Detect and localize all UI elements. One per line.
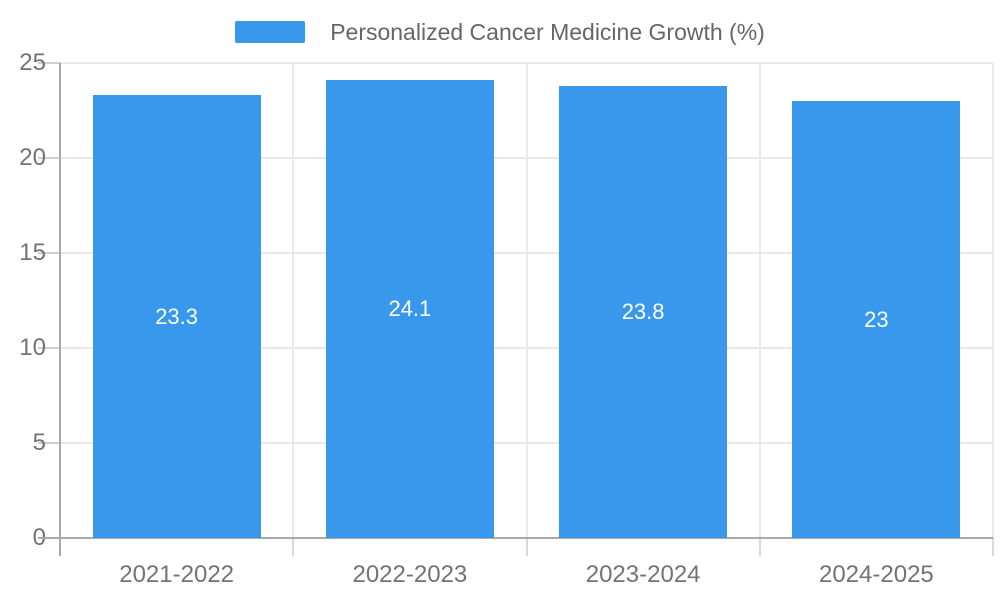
y-axis-tick bbox=[38, 442, 60, 444]
y-tick-label: 15 bbox=[19, 239, 46, 266]
y-tick-label: 20 bbox=[19, 144, 46, 171]
y-axis-line bbox=[59, 63, 61, 556]
x-axis-line bbox=[38, 537, 993, 539]
x-axis-tick bbox=[758, 538, 761, 556]
bar-value-label: 24.1 bbox=[388, 296, 432, 322]
bar-value-label: 23 bbox=[864, 306, 889, 332]
y-axis-tick bbox=[38, 157, 60, 159]
bar-value-label: 23.3 bbox=[155, 303, 199, 329]
bar[interactable] bbox=[92, 95, 261, 538]
gridline-vertical bbox=[992, 63, 994, 538]
y-axis-tick bbox=[38, 347, 60, 349]
bar[interactable] bbox=[792, 101, 961, 538]
x-category-label: 2024-2025 bbox=[818, 561, 934, 588]
bar-value-label: 23.8 bbox=[621, 298, 665, 324]
x-category-label: 2021-2022 bbox=[119, 561, 235, 588]
legend-swatch bbox=[235, 21, 306, 43]
gridline-vertical bbox=[292, 63, 295, 538]
gridline-vertical bbox=[758, 63, 761, 538]
legend-series-label: Personalized Cancer Medicine Growth (%) bbox=[330, 19, 765, 45]
y-axis-tick bbox=[38, 252, 60, 254]
bar[interactable] bbox=[559, 85, 728, 538]
x-category-label: 2023-2024 bbox=[585, 561, 701, 588]
x-axis-tick bbox=[525, 538, 528, 556]
y-tick-label: 10 bbox=[19, 334, 46, 361]
gridline-vertical bbox=[525, 63, 528, 538]
y-axis-tick bbox=[38, 62, 60, 64]
x-axis-tick bbox=[992, 538, 994, 556]
bar[interactable] bbox=[325, 80, 494, 538]
y-tick-label: 25 bbox=[19, 49, 46, 76]
x-category-label: 2022-2023 bbox=[352, 561, 468, 588]
y-tick-label: 5 bbox=[32, 429, 46, 456]
chart-legend[interactable]: Personalized Cancer Medicine Growth (%) bbox=[0, 20, 1000, 44]
x-axis-tick bbox=[292, 538, 295, 556]
